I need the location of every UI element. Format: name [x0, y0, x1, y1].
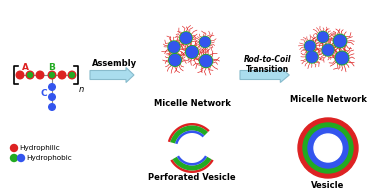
Circle shape	[304, 40, 316, 52]
Circle shape	[334, 50, 349, 65]
Text: Transition: Transition	[246, 66, 290, 74]
Circle shape	[48, 71, 56, 79]
Circle shape	[199, 36, 211, 48]
Circle shape	[36, 71, 44, 79]
Text: B: B	[49, 63, 55, 71]
Circle shape	[167, 40, 181, 54]
Circle shape	[199, 54, 213, 68]
Circle shape	[334, 35, 346, 47]
Circle shape	[333, 34, 347, 48]
Circle shape	[170, 55, 180, 65]
Circle shape	[26, 71, 34, 79]
FancyArrow shape	[240, 67, 289, 83]
Circle shape	[49, 84, 55, 90]
Text: n: n	[79, 85, 84, 94]
Text: Hydrophilic: Hydrophilic	[19, 145, 60, 151]
Text: Assembly: Assembly	[92, 59, 138, 67]
Circle shape	[305, 41, 315, 51]
Circle shape	[168, 53, 182, 67]
Circle shape	[200, 37, 210, 47]
Circle shape	[179, 31, 193, 45]
Circle shape	[317, 31, 329, 43]
Circle shape	[49, 94, 55, 100]
Text: Hydrophobic: Hydrophobic	[26, 155, 72, 161]
Circle shape	[28, 73, 32, 77]
Circle shape	[201, 55, 212, 67]
Circle shape	[186, 46, 198, 57]
Polygon shape	[175, 130, 204, 144]
Circle shape	[70, 73, 74, 77]
Text: C: C	[41, 88, 47, 98]
Polygon shape	[170, 125, 208, 143]
Circle shape	[49, 104, 55, 110]
Circle shape	[307, 52, 317, 62]
Circle shape	[49, 73, 55, 77]
Text: Micelle Network: Micelle Network	[289, 95, 366, 105]
Circle shape	[314, 134, 342, 162]
Text: Perforated Vesicle: Perforated Vesicle	[148, 174, 236, 183]
Text: Micelle Network: Micelle Network	[154, 98, 230, 108]
Circle shape	[10, 154, 17, 161]
Circle shape	[10, 145, 17, 152]
Circle shape	[323, 45, 333, 55]
Circle shape	[185, 45, 199, 59]
Circle shape	[169, 42, 179, 52]
Circle shape	[318, 32, 328, 42]
Circle shape	[336, 52, 348, 64]
Circle shape	[17, 154, 25, 161]
Circle shape	[181, 33, 191, 43]
FancyArrow shape	[90, 67, 134, 83]
Polygon shape	[170, 159, 214, 173]
Circle shape	[16, 71, 24, 79]
Circle shape	[58, 71, 66, 79]
Circle shape	[68, 71, 76, 79]
Text: A: A	[22, 63, 29, 71]
Polygon shape	[173, 157, 212, 170]
Polygon shape	[168, 123, 210, 142]
Text: Rod-to-Coil: Rod-to-Coil	[244, 56, 292, 64]
Circle shape	[321, 43, 335, 57]
Text: Vesicle: Vesicle	[311, 180, 345, 189]
Polygon shape	[177, 156, 207, 166]
Circle shape	[305, 50, 319, 64]
